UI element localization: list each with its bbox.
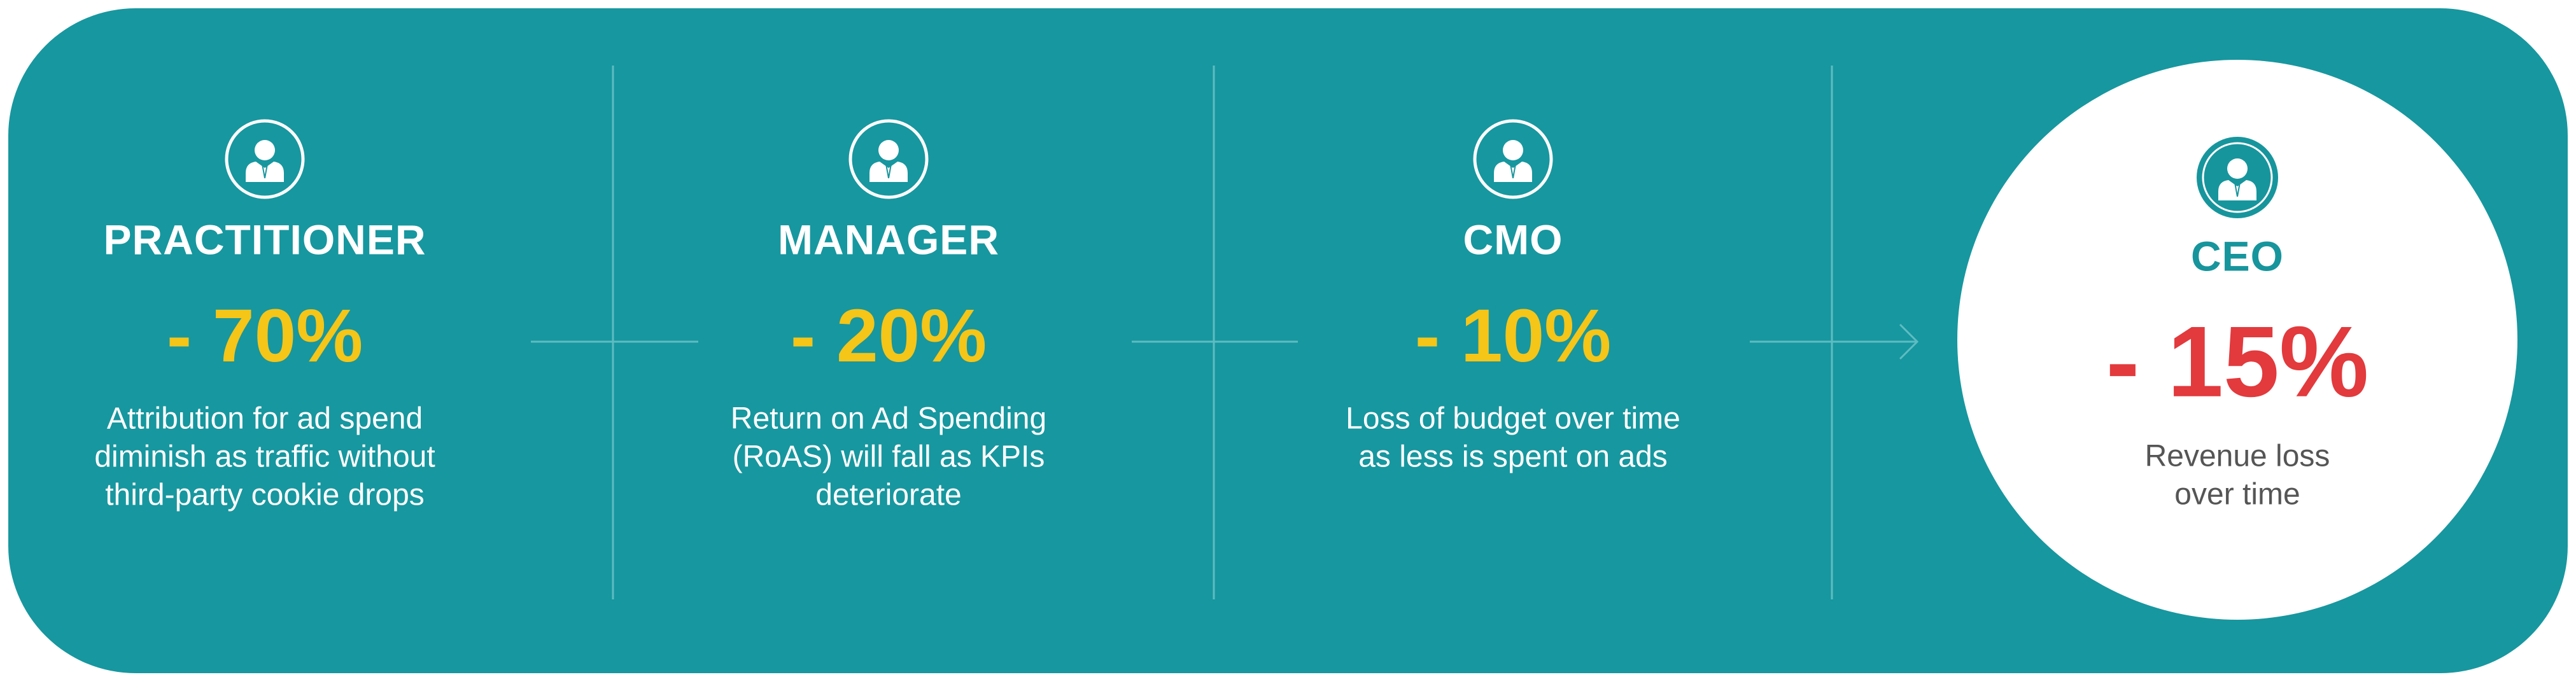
change-value: - 20%: [791, 294, 987, 378]
stage: MANAGER - 20% Return on Ad Spending (RoAS) …: [731, 119, 1046, 512]
description-line: diminish as traffic without: [94, 440, 435, 474]
change-value: - 15%: [2106, 306, 2369, 418]
role-title: PRACTITIONER: [104, 216, 426, 263]
description-line: Return on Ad Spending: [731, 402, 1046, 436]
icon-ring: [2202, 142, 2273, 213]
highlight-circle: [1957, 60, 2517, 620]
change-value: - 70%: [167, 294, 363, 378]
icon-ring: [848, 119, 929, 199]
change-value: - 10%: [1415, 294, 1611, 378]
dividers: [531, 66, 1919, 599]
description-line: deteriorate: [815, 478, 961, 512]
description-line: Attribution for ad spend: [107, 402, 423, 436]
stage: CMO - 10% Loss of budget over time as less …: [1346, 119, 1680, 474]
role-title: MANAGER: [778, 216, 999, 263]
arrow-head: [1899, 323, 1919, 360]
description-line: (RoAS) will fall as KPIs: [733, 440, 1045, 474]
description-line: as less is spent on ads: [1358, 440, 1668, 474]
role-title: CMO: [1463, 216, 1563, 263]
description-line: Revenue loss: [2145, 440, 2330, 473]
icon-ring: [225, 119, 305, 199]
description-line: Loss of budget over time: [1346, 402, 1680, 436]
icon-ring: [1473, 119, 1553, 199]
description-line: over time: [2174, 478, 2300, 512]
stage: CEO - 15% Revenue loss over time: [2106, 137, 2369, 512]
description-line: third-party cookie drops: [105, 478, 425, 512]
role-title: CEO: [2191, 232, 2284, 279]
stage: PRACTITIONER - 70% Attribution for ad spen…: [94, 119, 435, 512]
